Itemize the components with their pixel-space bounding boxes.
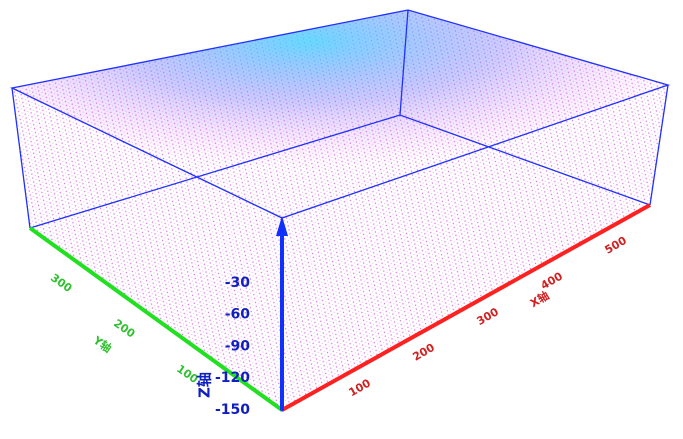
x-tick-label: 300: [475, 305, 502, 328]
z-tick-label: -60: [225, 307, 251, 323]
x-tick: [408, 337, 412, 341]
z-tick-label: -150: [215, 402, 250, 418]
point-cloud: [12, 10, 668, 410]
z-tick-label: -120: [215, 370, 250, 386]
z-tick: [280, 376, 284, 380]
z-tick: [280, 313, 284, 317]
x-axis: [281, 203, 651, 412]
bounding-box: [9, 9, 671, 229]
z-tick: [280, 344, 284, 348]
z-tick-label: -90: [225, 338, 251, 354]
y-tick: [154, 317, 158, 321]
x-tick-label: 400: [539, 269, 566, 292]
y-tick-label: 300: [48, 271, 75, 295]
x-tick: [536, 265, 540, 269]
x-tick-label: 200: [411, 341, 438, 364]
z-tick: [280, 408, 284, 412]
y-tick-label: 200: [111, 317, 138, 341]
x-tick: [600, 230, 604, 234]
x-tick: [472, 301, 476, 305]
z-axis-label: Z轴: [196, 372, 214, 398]
z-tick-label: -30: [225, 275, 251, 291]
y-tick: [217, 363, 221, 366]
x-axis-label: X轴: [528, 288, 552, 310]
x-tick-label: 500: [603, 234, 630, 257]
y-axis-label: Y轴: [90, 332, 114, 355]
x-tick: [344, 372, 348, 376]
z-axis-arrow: [276, 216, 288, 236]
z-tick: [280, 281, 284, 285]
x-tick-label: 100: [347, 376, 374, 399]
y-tick: [91, 272, 95, 275]
